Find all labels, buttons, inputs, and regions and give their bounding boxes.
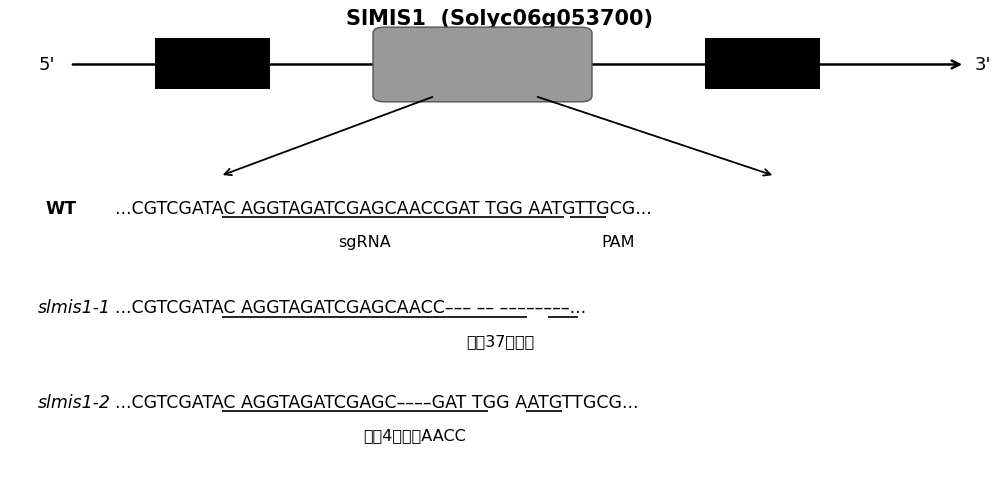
Text: ...CGTCGATAC AGGTAGATCGAGCAACC––– –– ––––––––...: ...CGTCGATAC AGGTAGATCGAGCAACC––– –– –––… <box>115 298 586 317</box>
Text: ...CGTCGATAC AGGTAGATCGAGCAACCGAT TGG AATGTTGCG...: ...CGTCGATAC AGGTAGATCGAGCAACCGAT TGG AA… <box>115 199 652 217</box>
Text: slmis1-2: slmis1-2 <box>38 393 111 411</box>
Bar <box>705 39 820 90</box>
Text: SlMIS1  (Solyc06g053700): SlMIS1 (Solyc06g053700) <box>347 9 654 30</box>
Text: sgRNA: sgRNA <box>339 235 391 249</box>
Text: 缺失4个碷基AACC: 缺失4个碷基AACC <box>364 427 466 442</box>
Text: 缺夤37个碷基: 缺夤37个碷基 <box>466 334 534 348</box>
Text: 5': 5' <box>38 56 55 75</box>
Text: 3': 3' <box>975 56 992 75</box>
Text: ...CGTCGATAC AGGTAGATCGAGC––––GAT TGG AATGTTGCG...: ...CGTCGATAC AGGTAGATCGAGC––––GAT TGG AA… <box>115 393 639 411</box>
Bar <box>155 39 270 90</box>
Text: slmis1-1: slmis1-1 <box>38 298 111 317</box>
Text: PAM: PAM <box>601 235 635 249</box>
FancyBboxPatch shape <box>373 28 592 103</box>
Text: WT: WT <box>45 199 76 217</box>
